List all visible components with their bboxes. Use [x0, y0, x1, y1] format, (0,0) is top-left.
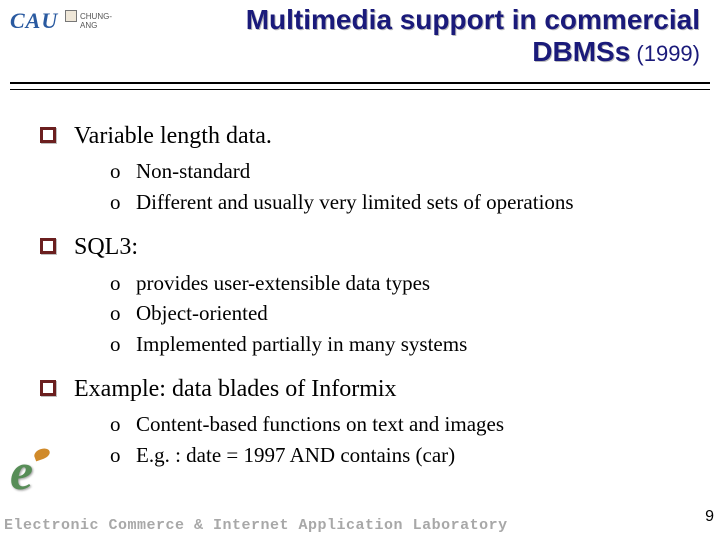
sub-bullet-text: Different and usually very limited sets …	[136, 190, 574, 214]
square-bullet-icon	[40, 380, 56, 396]
o-bullet-icon: o	[110, 298, 121, 328]
title-line-2-main: DBMSs	[532, 36, 630, 67]
slide-body: Variable length data. o Non-standard o Dif…	[40, 112, 690, 484]
bullet-level2: o Object-oriented	[110, 298, 690, 328]
o-bullet-icon: o	[110, 187, 121, 217]
bullet-level2: o provides user-extensible data types	[110, 268, 690, 298]
sub-bullet-text: Object-oriented	[136, 301, 268, 325]
title-underline	[10, 82, 710, 90]
logo-text: CAU	[10, 8, 58, 33]
sub-bullet-list: o Content-based functions on text and ima…	[110, 409, 690, 470]
bullet-level2: o Non-standard	[110, 156, 690, 186]
bullet-level2: o E.g. : date = 1997 AND contains (car)	[110, 440, 690, 470]
title-line-1: Multimedia support in commercial	[140, 4, 700, 36]
o-bullet-icon: o	[110, 440, 121, 470]
sub-bullet-list: o Non-standard o Different and usually ver…	[110, 156, 690, 217]
sub-bullet-text: E.g. : date = 1997 AND contains (car)	[136, 443, 455, 467]
slide-title: Multimedia support in commercial DBMSs (…	[140, 4, 700, 68]
leaf-icon	[33, 447, 51, 462]
o-bullet-icon: o	[110, 156, 121, 186]
page-number: 9	[705, 508, 714, 526]
logo-mark	[65, 10, 77, 22]
bullet-level1: Variable length data.	[40, 120, 690, 152]
bullet-level2: o Content-based functions on text and ima…	[110, 409, 690, 439]
bullet-text: SQL3:	[74, 234, 138, 260]
swirl-icon: e	[10, 444, 33, 501]
bullet-text: Variable length data.	[74, 123, 272, 149]
sub-bullet-text: Implemented partially in many systems	[136, 332, 467, 356]
bullet-level1: SQL3:	[40, 231, 690, 263]
institution-logo: CAU CHUNG-ANG	[10, 8, 120, 36]
o-bullet-icon: o	[110, 409, 121, 439]
o-bullet-icon: o	[110, 329, 121, 359]
o-bullet-icon: o	[110, 268, 121, 298]
sub-bullet-text: Non-standard	[136, 159, 250, 183]
title-year: (1999)	[630, 41, 700, 66]
bullet-level2: o Implemented partially in many systems	[110, 329, 690, 359]
square-bullet-icon	[40, 127, 56, 143]
bullet-level2: o Different and usually very limited sets…	[110, 187, 690, 217]
bullet-level1: Example: data blades of Informix	[40, 373, 690, 405]
bullet-text: Example: data blades of Informix	[74, 376, 397, 402]
logo-subtext: CHUNG-ANG	[80, 12, 120, 30]
footer-logo: e	[10, 455, 70, 510]
sub-bullet-text: Content-based functions on text and imag…	[136, 412, 504, 436]
footer-lab-text: Electronic Commerce & Internet Applicati…	[4, 517, 508, 534]
square-bullet-icon	[40, 238, 56, 254]
slide: CAU CHUNG-ANG Multimedia support in comm…	[0, 0, 720, 540]
sub-bullet-list: o provides user-extensible data types o Ob…	[110, 268, 690, 359]
sub-bullet-text: provides user-extensible data types	[136, 271, 430, 295]
